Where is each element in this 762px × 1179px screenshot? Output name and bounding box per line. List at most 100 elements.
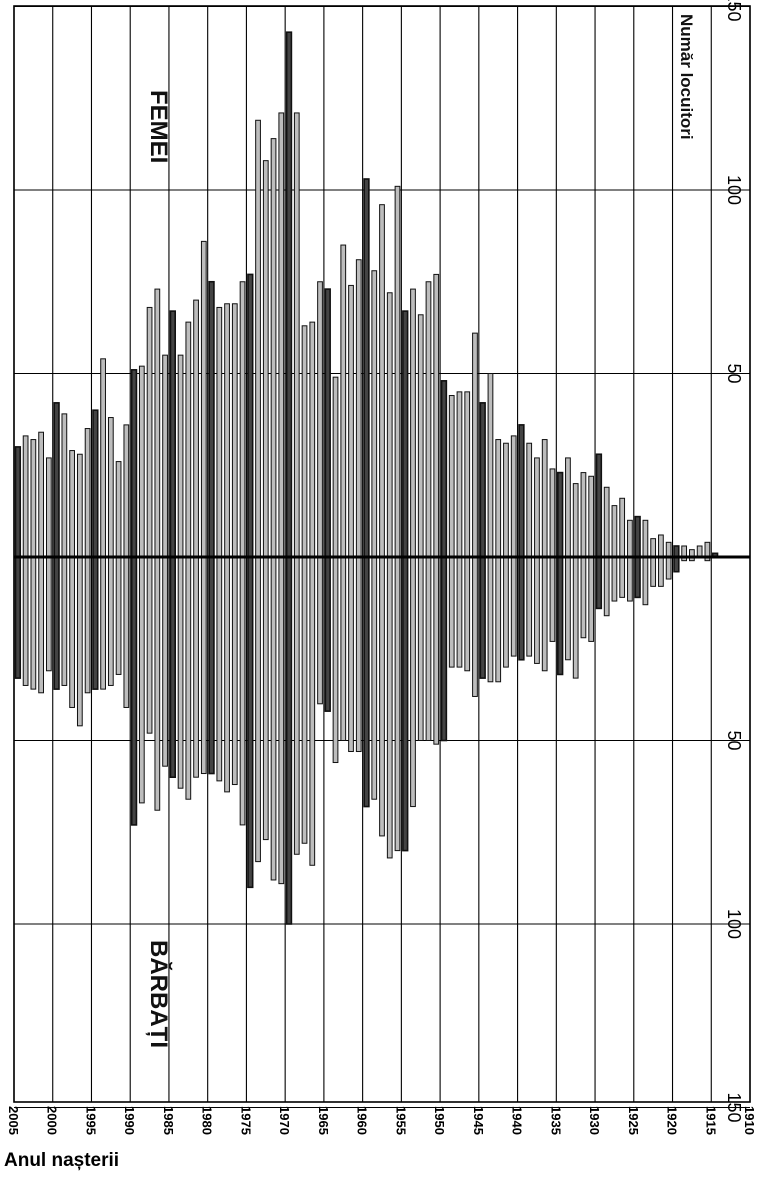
year-tick-label: 1920: [665, 1106, 680, 1135]
bar-female: [154, 288, 161, 558]
count-tick-label-female: 50: [724, 363, 744, 383]
bar-female: [673, 545, 680, 558]
year-tick-label: 1910: [742, 1106, 757, 1135]
bar-female: [309, 321, 316, 558]
bar-female: [595, 453, 603, 558]
bar-female: [69, 450, 75, 558]
bar-female: [549, 468, 556, 558]
bar-male: [216, 556, 223, 782]
bar-female: [162, 354, 168, 558]
bar-female: [239, 281, 246, 558]
bar-female: [76, 453, 83, 558]
bar-female: [479, 402, 486, 558]
year-tick-label: 1985: [161, 1106, 176, 1135]
bar-female: [130, 369, 138, 558]
bar-male: [340, 556, 347, 741]
bar-female: [84, 428, 91, 558]
bar-male: [417, 556, 424, 741]
bar-male: [557, 556, 564, 676]
bar-male: [503, 556, 509, 668]
bar-female: [169, 310, 176, 558]
bar-male: [309, 556, 316, 866]
bar-male: [572, 556, 579, 679]
bar-male: [580, 556, 587, 639]
grid-layer: [13, 5, 751, 1108]
bar-female: [456, 391, 463, 558]
bar-male: [185, 556, 192, 800]
bar-female: [658, 534, 664, 558]
bar-male: [665, 556, 672, 580]
bar-female: [603, 486, 610, 558]
bar-male: [433, 556, 440, 745]
bar-male: [386, 556, 393, 859]
year-tick-label: 1935: [548, 1106, 563, 1135]
bar-female: [53, 402, 60, 558]
bar-male: [208, 556, 215, 775]
count-tick-label-male: 150: [724, 1092, 744, 1122]
bar-male: [549, 556, 556, 642]
y-axis-title: Număr locuitori: [677, 14, 696, 140]
bar-female: [285, 31, 293, 558]
bar-female: [317, 281, 323, 558]
bar-male: [115, 556, 122, 675]
bar-male: [193, 556, 199, 778]
bar-male: [130, 556, 138, 826]
bar-male: [595, 556, 603, 610]
bar-male: [278, 556, 285, 885]
bar-female: [495, 439, 502, 558]
bar-male: [440, 556, 448, 742]
bar-male: [603, 556, 610, 617]
bar-female: [45, 457, 52, 558]
bar-male: [247, 556, 254, 889]
bar-female: [14, 446, 22, 558]
bar-female: [255, 119, 261, 558]
bar-female: [565, 457, 571, 558]
bar-male: [658, 556, 664, 587]
bar-female: [487, 373, 494, 558]
bar-male: [565, 556, 571, 661]
bar-male: [53, 556, 60, 690]
bar-male: [363, 556, 370, 808]
count-tick-label-male: 50: [724, 730, 744, 750]
bar-male: [510, 556, 517, 657]
bar-male: [262, 556, 269, 841]
bar-male: [123, 556, 130, 708]
bar-female: [185, 321, 192, 558]
bar-female: [216, 306, 223, 558]
bar-female: [177, 354, 184, 558]
bar-female: [278, 112, 285, 558]
bar-male: [495, 556, 502, 683]
bar-female: [642, 519, 649, 558]
bar-female: [619, 497, 626, 558]
bar-male: [534, 556, 540, 664]
bar-male: [410, 556, 416, 808]
bar-male: [588, 556, 595, 642]
male-series-label: BĂRBAȚI: [145, 940, 173, 1048]
bar-male: [100, 556, 106, 690]
bar-female: [348, 284, 354, 558]
bar-male: [425, 556, 432, 741]
bar-female: [247, 273, 254, 558]
year-tick-label: 1980: [200, 1106, 215, 1135]
bar-female: [231, 303, 238, 558]
bar-female: [402, 310, 409, 558]
year-tick-label: 1925: [626, 1106, 641, 1135]
bar-female: [293, 112, 300, 558]
year-tick-label: 1990: [122, 1106, 137, 1135]
bar-female: [557, 471, 564, 558]
bar-male: [518, 556, 525, 661]
bar-male: [673, 556, 680, 573]
bar-female: [100, 358, 106, 558]
bar-female: [440, 380, 448, 558]
bar-female: [588, 475, 595, 558]
bar-female: [503, 442, 509, 558]
bar-male: [30, 556, 37, 690]
bar-male: [464, 556, 471, 672]
bar-male: [371, 556, 378, 800]
bar-male: [324, 556, 331, 712]
bar-male: [634, 556, 641, 599]
female-series-label: FEMEI: [145, 90, 172, 163]
bar-male: [526, 556, 533, 657]
bar-male: [22, 556, 29, 686]
